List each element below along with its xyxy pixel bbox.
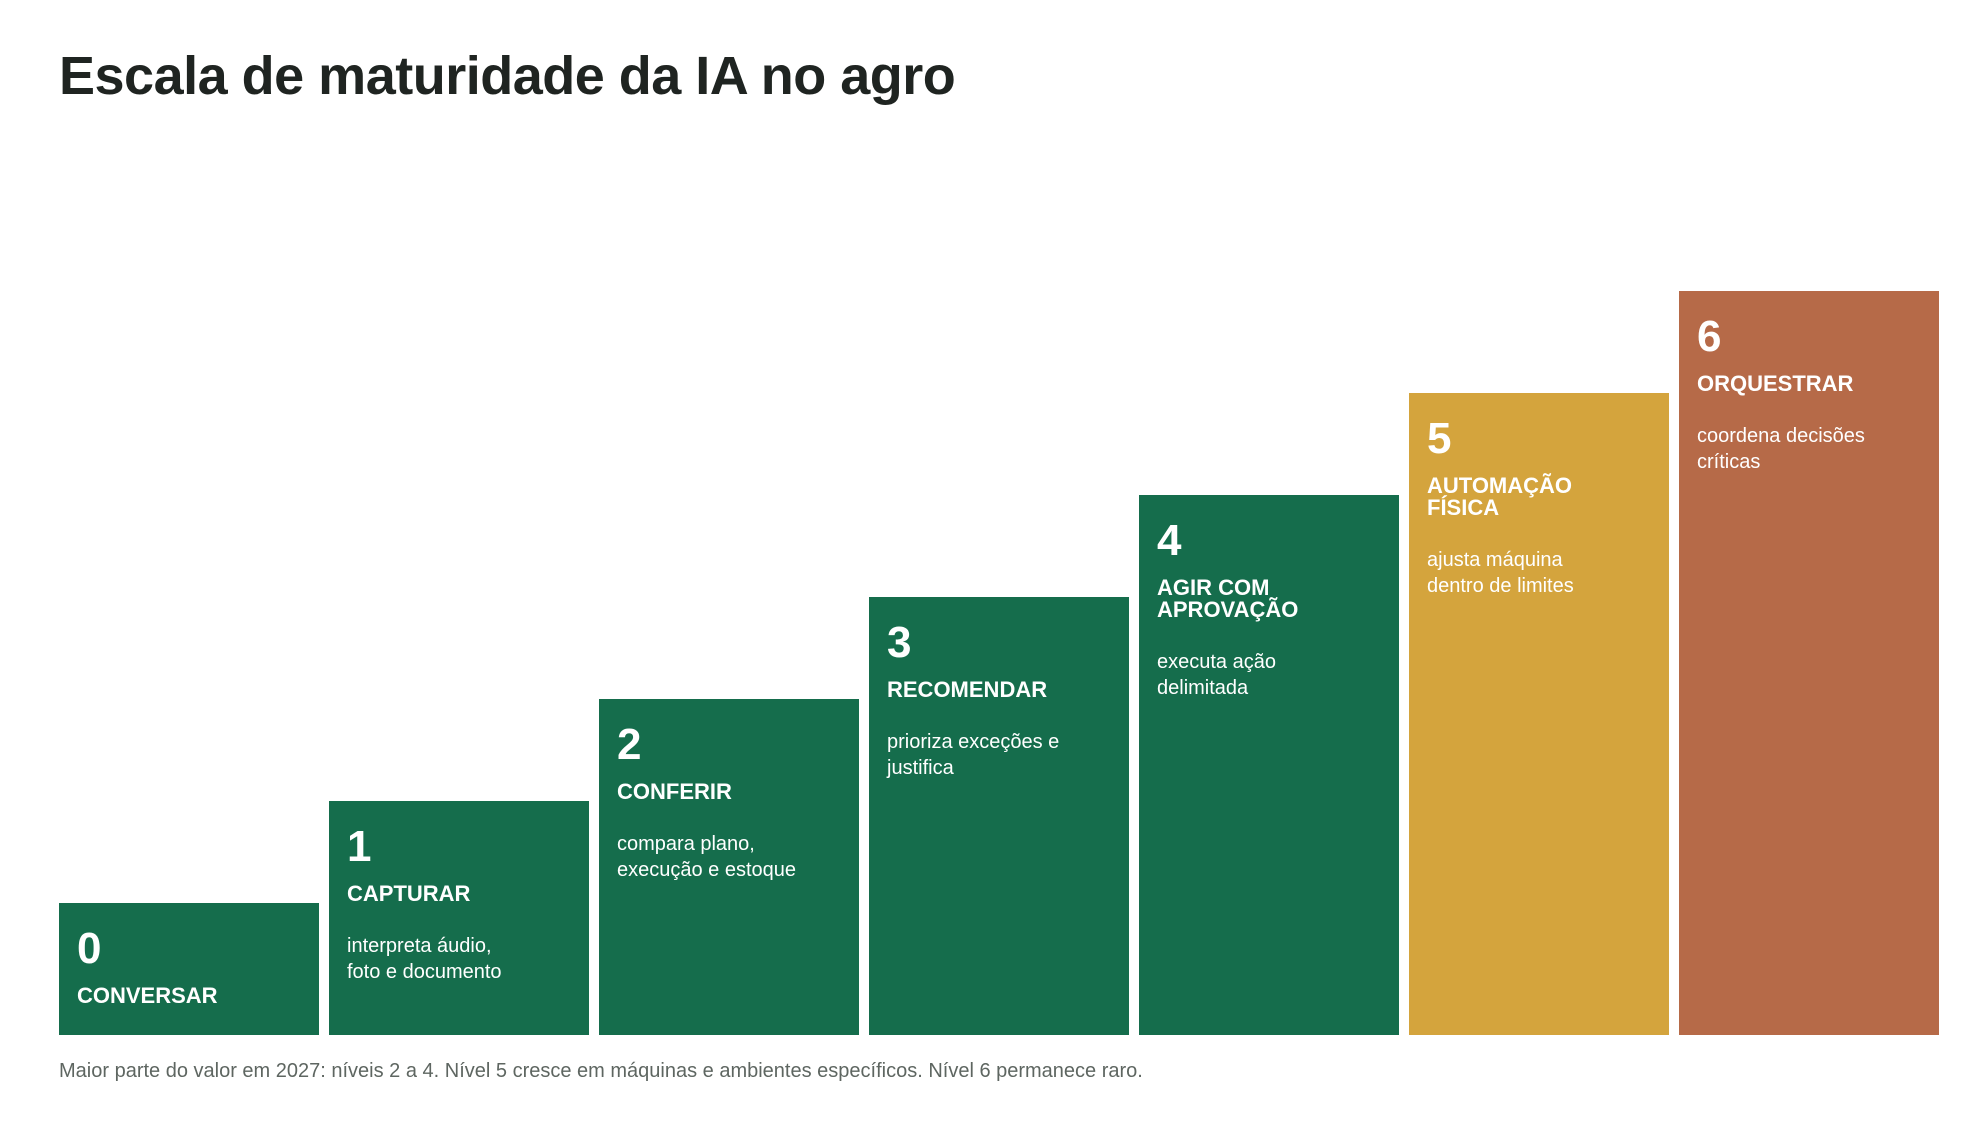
step-level-1: 1 CAPTURAR interpreta áudio, foto e docu… (329, 801, 589, 1035)
step-level-5: 5 AUTOMAÇÃO FÍSICA ajusta máquina dentro… (1409, 393, 1669, 1035)
step-level-number: 5 (1427, 414, 1452, 463)
step-level-2: 2 CONFERIR compara plano, execução e est… (599, 699, 859, 1035)
step-level-name: AGIR COM APROVAÇÃO (1157, 575, 1299, 622)
footnote: Maior parte do valor em 2027: níveis 2 a… (59, 1060, 1143, 1082)
step-level-name: CONVERSAR (77, 983, 218, 1008)
step-level-description: compara plano, execução e estoque (617, 833, 797, 881)
step-level-number: 1 (347, 822, 372, 871)
step-level-name: CAPTURAR (347, 881, 471, 906)
step-level-4: 4 AGIR COM APROVAÇÃO executa ação delimi… (1139, 495, 1399, 1035)
step-level-name: ORQUESTRAR (1697, 371, 1854, 396)
step-level-number: 0 (77, 924, 102, 973)
step-level-3: 3 RECOMENDAR prioriza exceções e justifi… (869, 597, 1129, 1035)
step-level-description: executa ação delimitada (1157, 651, 1276, 699)
step-level-description: interpreta áudio, foto e documento (347, 935, 502, 983)
step-level-description: ajusta máquina dentro de limites (1427, 549, 1574, 597)
step-level-description: prioriza exceções e justifica (887, 731, 1060, 779)
page-title: Escala de maturidade da IA no agro (59, 46, 956, 106)
step-level-number: 3 (887, 618, 912, 667)
step-level-0: 0 CONVERSAR (59, 903, 319, 1035)
step-level-number: 2 (617, 720, 642, 769)
step-level-name: AUTOMAÇÃO FÍSICA (1427, 473, 1573, 520)
step-level-description: coordena decisões críticas (1697, 425, 1865, 473)
step-level-name: RECOMENDAR (887, 677, 1048, 702)
step-level-6: 6 ORQUESTRAR coordena decisões críticas (1679, 291, 1939, 1035)
step-level-number: 6 (1697, 312, 1722, 361)
step-level-number: 4 (1157, 516, 1182, 565)
step-level-name: CONFERIR (617, 779, 732, 804)
